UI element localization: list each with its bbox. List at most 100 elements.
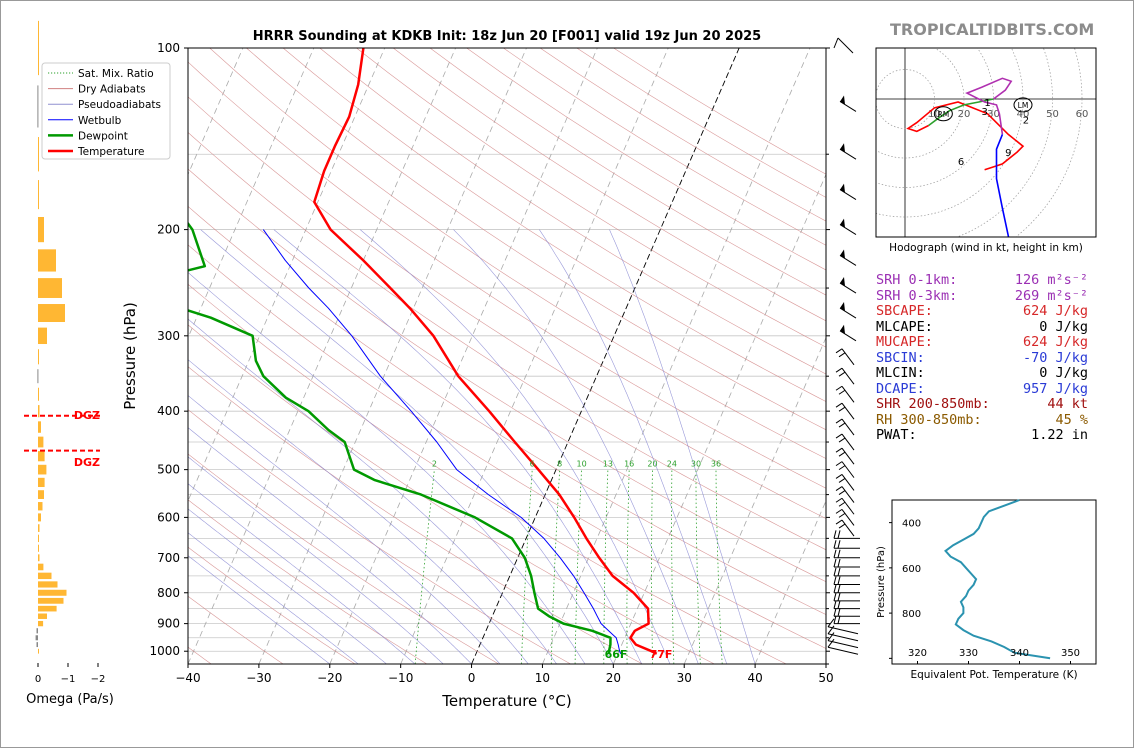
barb-feather (835, 367, 843, 373)
y-tick-label: 200 (157, 223, 180, 237)
x-tick-label: 20 (606, 671, 621, 685)
barb-feather (833, 549, 837, 558)
barb-feather (838, 389, 846, 395)
y-tick-label: 900 (157, 617, 180, 631)
y-tick-label: 400 (157, 404, 180, 418)
surface-temperature-label: 77F (650, 648, 673, 661)
barb-feather (837, 584, 841, 593)
dry-adiabat (188, 453, 499, 664)
pseudo-adiabat (539, 229, 728, 664)
isotherm-line (471, 48, 740, 664)
param-label: SRH 0-1km: (876, 272, 958, 288)
wind-barb (833, 615, 860, 625)
omega-bar (37, 85, 39, 128)
wind-barb (839, 277, 857, 294)
barb-feather (833, 600, 837, 609)
pseudo-adiabat (188, 359, 529, 664)
wind-barb (835, 433, 855, 451)
omega-bar (38, 513, 41, 522)
legend-label: Dewpoint (78, 130, 128, 142)
barb-staff (839, 224, 857, 236)
param-row: SHR 200-850mb: 44 kt (876, 396, 1096, 412)
barb-feather (837, 615, 841, 624)
hodograph-ring-label: 60 (1076, 109, 1089, 120)
dry-adiabat (188, 168, 826, 583)
barb-pennant (840, 143, 845, 153)
barb-feather (838, 352, 846, 358)
wind-barb (833, 540, 860, 549)
param-value: 269 m²s⁻² (1014, 287, 1088, 304)
wind-barbs (827, 37, 860, 655)
barb-staff (839, 330, 857, 342)
hodograph-segment (995, 134, 1010, 237)
legend-label: Temperature (77, 146, 145, 158)
skewt-panel: −40 −30 −20 −10 0 10 20 30 40 50 1002003004005006… (0, 37, 860, 710)
mixing-ratio-line (626, 469, 630, 664)
hodograph-height-label: 2 (1023, 116, 1029, 127)
mixing-ratio-label: 16 (624, 460, 634, 469)
param-value: 126 m²s⁻² (1014, 272, 1088, 288)
pseudo-adiabat (188, 456, 444, 664)
hodograph-ring (876, 48, 965, 159)
wind-barb (835, 367, 855, 385)
isotherm-line (188, 48, 386, 502)
mixing-ratio-line (671, 469, 675, 664)
barb-staff (841, 402, 855, 420)
dry-adiabat (319, 48, 826, 375)
omega-bar (38, 502, 43, 511)
param-row: RH 300-850mb: 45 % (876, 412, 1096, 428)
dewpoint-profile (188, 221, 612, 654)
theta-e-line (944, 499, 1051, 660)
barb-feather (835, 486, 843, 492)
barb-staff (841, 418, 855, 436)
hodograph-grid: 10 20 30 40 50 60 (876, 48, 1096, 237)
isotherm-line (329, 48, 598, 664)
param-value: 957 J/kg (1022, 380, 1088, 397)
param-label: PWAT: (876, 427, 917, 443)
theta-e-frame (891, 499, 1097, 665)
wind-barb (833, 37, 854, 54)
omega-bar (38, 477, 45, 488)
omega-bar (38, 349, 39, 365)
barb-feather (833, 540, 837, 549)
barb-feather (837, 540, 841, 549)
theta-e-x-axis-label: Equivalent Pot. Temperature (K) (910, 669, 1077, 681)
mixing-ratio-label: 36 (711, 460, 721, 469)
wind-barb (833, 584, 860, 594)
omega-x-ticks: 0 −1 −2 (35, 663, 105, 685)
hodograph-ring-label: 30 (987, 109, 1000, 120)
wind-barb (833, 600, 860, 610)
barb-staff (827, 626, 859, 635)
y-tick-label: 800 (157, 586, 180, 600)
legend-label: Sat. Mix. Ratio (78, 68, 154, 80)
omega-bar (38, 387, 39, 401)
barb-pennant (840, 95, 845, 105)
barb-staff (841, 519, 855, 537)
wind-barb (833, 592, 860, 602)
dry-adiabat (209, 48, 826, 459)
omega-bar (38, 581, 58, 588)
legend: Sat. Mix. Ratio Dry Adiabats Pseudoadiabat… (41, 62, 171, 160)
barb-feather (838, 437, 846, 443)
barb-feather (838, 371, 846, 377)
barb-feather (837, 600, 841, 609)
barb-feather (835, 461, 843, 467)
param-row: MLCIN: 0 J/kg (876, 365, 1096, 381)
pseudo-adiabat (188, 395, 501, 664)
surface-dewpoint-label: 66F (605, 648, 628, 661)
mixing-ratio-line (414, 469, 435, 664)
isotherm-line (612, 173, 826, 664)
omega-bar (38, 613, 47, 619)
barb-staff (837, 37, 854, 54)
wind-barb (833, 608, 860, 617)
wind-barb (835, 447, 855, 465)
theta-e-y-tick-label: 800 (902, 609, 921, 620)
omega-bar (38, 605, 57, 612)
isotherm-line (0, 48, 30, 664)
param-row: SRH 0-1km: 126 m²s⁻² (876, 272, 1096, 288)
mixing-ratio-label: 13 (603, 460, 613, 469)
storm-motion-label: RM (938, 110, 950, 119)
param-value: 0 J/kg (1039, 365, 1088, 381)
wind-barb (835, 461, 855, 478)
wind-barb (839, 143, 857, 160)
